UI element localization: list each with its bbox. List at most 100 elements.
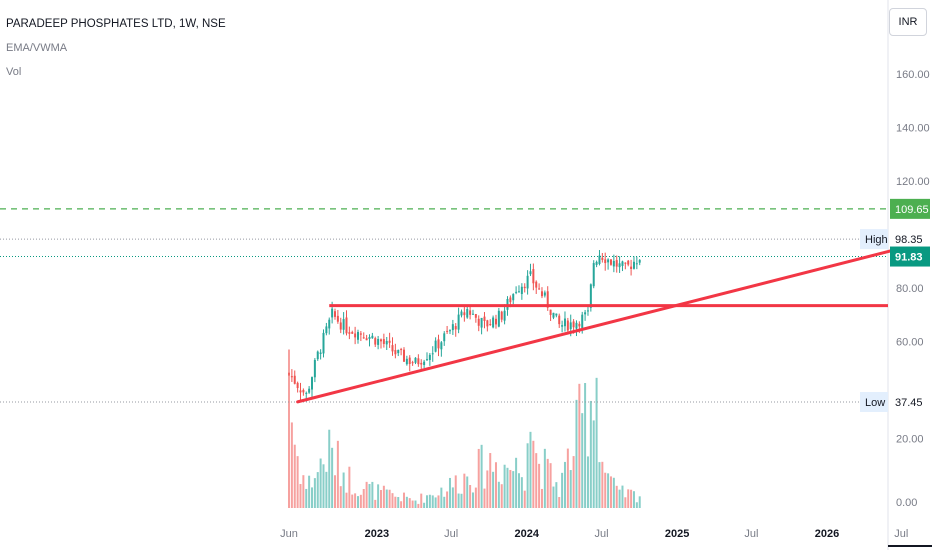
volume-bar: [500, 484, 503, 508]
volume-bar: [497, 481, 500, 508]
candle-body: [305, 392, 308, 394]
volume-bar: [489, 453, 492, 508]
candle-body: [572, 321, 575, 328]
candle-body: [549, 309, 552, 316]
candle-body: [532, 269, 535, 284]
candle-body: [607, 259, 610, 263]
candle-body: [319, 352, 322, 355]
volume-bar: [382, 485, 385, 508]
time-tick-label: 2026: [815, 528, 839, 540]
candle-body: [561, 325, 564, 327]
volume-bar: [428, 494, 431, 508]
volume-bar: [609, 476, 612, 508]
candle-body: [457, 314, 460, 330]
legend-indicator[interactable]: EMA/VWMA: [6, 42, 68, 54]
volume-bar: [615, 485, 618, 508]
volume-bar: [517, 473, 520, 508]
high-name-badge: [860, 229, 888, 250]
candle-body: [454, 326, 457, 330]
currency-button[interactable]: INR: [889, 8, 927, 36]
candle-body: [578, 323, 581, 327]
candle-body: [290, 376, 293, 378]
volume-bar: [471, 492, 474, 508]
candle-body: [474, 313, 477, 318]
candle-body: [575, 322, 578, 329]
volume-bar: [474, 487, 477, 508]
volume-bars: [288, 349, 641, 508]
price-badges: 109.65 High 98.35 91.83 Low 37.45: [860, 198, 930, 412]
volume-bar: [503, 464, 506, 508]
volume-bar: [391, 493, 394, 508]
candle-body: [618, 263, 621, 268]
volume-tick-label: 0.00: [896, 497, 917, 509]
candle-body: [630, 266, 633, 269]
candle-body: [586, 310, 589, 312]
volume-bar: [288, 349, 290, 508]
candle-body: [354, 333, 357, 338]
time-tick-label: Jul: [594, 528, 608, 540]
candle-body: [322, 332, 325, 354]
price-tick-label: 120.00: [896, 176, 930, 188]
volume-bar: [515, 457, 518, 508]
candle-body: [635, 263, 638, 265]
volume-bar: [457, 493, 460, 508]
volume-bar: [333, 475, 336, 508]
candle-body: [581, 314, 584, 328]
candle-body: [325, 326, 328, 334]
candle-body: [431, 353, 434, 355]
candle-body: [313, 359, 316, 378]
volume-bar: [624, 497, 627, 508]
candle-body: [377, 338, 380, 345]
legend-title: PARADEEP PHOSPHATES LTD, 1W, NSE: [6, 18, 226, 30]
volume-bar: [339, 486, 342, 508]
candle-body: [552, 312, 555, 318]
candle-body: [477, 318, 480, 326]
candle-body: [503, 310, 506, 321]
candle-body: [336, 315, 339, 322]
candle-body: [460, 311, 463, 316]
volume-bar: [345, 492, 348, 508]
candle-body: [589, 284, 592, 308]
legend-volume[interactable]: Vol: [6, 66, 22, 78]
volume-bar: [572, 456, 575, 508]
candle-body: [492, 317, 495, 328]
time-tick-label: Jun: [280, 528, 298, 540]
volume-bar: [446, 491, 449, 508]
volume-bar: [621, 485, 624, 508]
price-tick-label: 80.00: [896, 283, 924, 295]
candle-body: [584, 312, 587, 315]
candle-body: [408, 357, 411, 364]
volume-bar: [618, 489, 621, 508]
candle-body: [411, 362, 414, 364]
volume-bar: [494, 462, 497, 508]
volume-bar: [506, 467, 509, 508]
candle-body: [437, 339, 440, 349]
volume-bar: [526, 443, 529, 508]
volume-bar: [356, 496, 359, 508]
chart-legend: PARADEEP PHOSPHATES LTD, 1W, NSE EMA/VWM…: [6, 12, 226, 84]
volume-bar: [342, 472, 345, 508]
volume-bar: [385, 489, 388, 508]
volume-bar: [431, 495, 434, 508]
candle-body: [423, 361, 426, 366]
candle-body: [494, 318, 497, 325]
candle-body: [299, 390, 302, 393]
volume-bar: [454, 475, 457, 508]
volume-bar: [460, 493, 463, 508]
volume-bar: [469, 485, 472, 508]
volume-bar: [351, 494, 354, 508]
time-tick-label: Jul: [444, 528, 458, 540]
volume-bar: [402, 492, 405, 508]
volume-bar: [319, 458, 322, 508]
candle-body: [566, 320, 569, 331]
volume-bar: [598, 462, 601, 508]
candle-body: [333, 311, 336, 317]
volume-bar: [305, 488, 308, 508]
volume-bar: [359, 494, 362, 508]
candle-body: [356, 331, 359, 340]
candle-body: [486, 320, 489, 327]
candle-body: [382, 339, 385, 344]
candles: [288, 250, 641, 402]
candle-body: [515, 291, 518, 293]
